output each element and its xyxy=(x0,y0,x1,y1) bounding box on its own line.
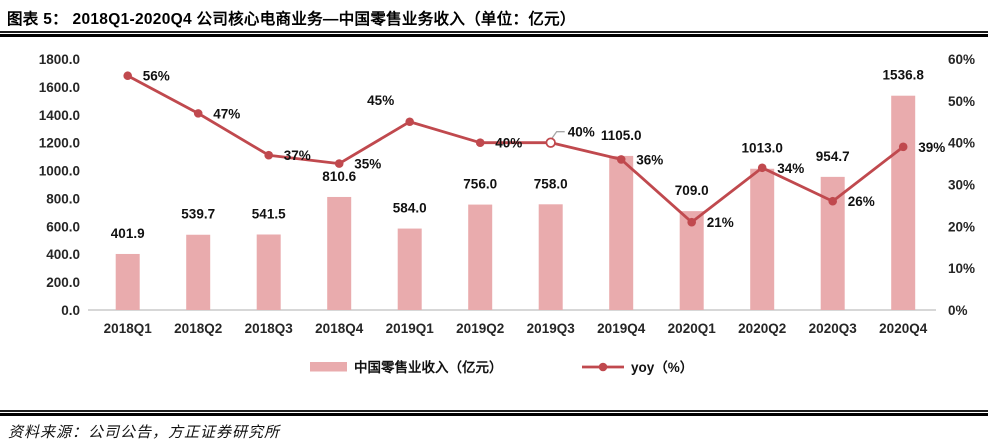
yoy-value-label: 34% xyxy=(777,161,804,176)
yoy-point xyxy=(334,159,344,168)
yoy-line xyxy=(127,74,905,224)
right-tick-label: 60% xyxy=(948,52,975,67)
yoy-value-label: 47% xyxy=(213,106,240,121)
bar-value-label: 954.7 xyxy=(816,149,850,164)
yoy-point xyxy=(828,196,837,206)
left-axis-ticks: 0.0 200.0 400.0 600.0 800.0 1000.0 1200.0 1400.… xyxy=(39,52,80,318)
legend: 中国零售业收入（亿元） yoy（%） xyxy=(310,359,693,375)
left-tick-label: 1000.0 xyxy=(39,164,80,179)
left-tick-label: 400.0 xyxy=(46,247,80,262)
left-tick-label: 600.0 xyxy=(46,219,80,234)
bar xyxy=(186,234,211,310)
x-category-label: 2018Q2 xyxy=(174,321,222,336)
right-tick-label: 40% xyxy=(948,136,975,151)
bar-value-label: 539.7 xyxy=(181,207,215,222)
yoy-labels-group: 56% 47% 37% 35% 45% 40% 40% 36% 21% 34% 26% 39% xyxy=(143,69,946,230)
yoy-value-label: 21% xyxy=(707,215,734,230)
x-category-label: 2019Q2 xyxy=(456,321,504,336)
yoy-point-open xyxy=(545,137,556,148)
legend-bar-swatch xyxy=(310,362,347,372)
yoy-point xyxy=(475,138,485,147)
x-category-label: 2019Q3 xyxy=(527,321,576,336)
yoy-value-label: 40% xyxy=(495,136,522,151)
yoy-value-label: 36% xyxy=(636,152,663,167)
bar-value-label: 541.5 xyxy=(252,206,286,221)
yoy-point xyxy=(123,71,132,81)
bar-value-label: 758.0 xyxy=(534,176,568,191)
bar xyxy=(750,168,775,310)
right-tick-label: 0% xyxy=(948,303,968,318)
right-tick-label: 20% xyxy=(948,219,975,234)
bar xyxy=(538,204,563,310)
bar xyxy=(397,228,422,310)
left-tick-label: 800.0 xyxy=(46,191,80,206)
x-category-label: 2018Q1 xyxy=(104,321,153,336)
yoy-point xyxy=(616,155,626,164)
yoy-value-label: 39% xyxy=(918,140,945,155)
bars-group xyxy=(115,95,916,310)
yoy-point xyxy=(687,217,696,227)
yoy-value-label: 37% xyxy=(284,148,311,163)
yoy-value-label: 40% xyxy=(568,125,595,140)
x-category-label: 2020Q3 xyxy=(809,321,858,336)
revenue-yoy-combo-chart: 0.0 200.0 400.0 600.0 800.0 1000.0 1200.0 1400.… xyxy=(39,52,975,375)
figure-title: 图表 5： 2018Q1-2020Q4 公司核心电商业务—中国零售业务收入（单位… xyxy=(7,11,576,28)
right-axis-ticks: 0% 10% 20% 30% 40% 50% 60% xyxy=(948,52,975,318)
bar-value-label: 810.6 xyxy=(322,169,356,184)
yoy-point xyxy=(757,163,767,173)
x-category-label: 2019Q4 xyxy=(597,321,646,336)
bar xyxy=(468,204,493,310)
bar-value-label: 709.0 xyxy=(675,183,709,198)
bar xyxy=(679,211,704,310)
bar xyxy=(115,253,140,310)
bar xyxy=(327,196,352,310)
bar-value-label: 1013.0 xyxy=(742,141,783,156)
right-tick-label: 50% xyxy=(948,94,975,109)
x-category-label: 2018Q3 xyxy=(245,321,294,336)
yoy-point xyxy=(193,109,203,118)
callout-leader-line xyxy=(551,131,565,140)
bar xyxy=(609,155,634,310)
x-category-label: 2020Q1 xyxy=(668,321,717,336)
right-tick-label: 10% xyxy=(948,261,975,276)
left-tick-label: 200.0 xyxy=(46,275,80,290)
bar xyxy=(891,95,916,310)
left-tick-label: 1600.0 xyxy=(39,80,80,95)
bar-value-label: 1536.8 xyxy=(883,68,925,83)
left-tick-label: 1200.0 xyxy=(39,136,80,151)
bar-value-label: 584.0 xyxy=(393,201,427,216)
yoy-point xyxy=(405,117,415,127)
yoy-point xyxy=(264,150,274,160)
yoy-markers-group xyxy=(123,71,908,227)
x-category-label: 2020Q2 xyxy=(738,321,786,336)
legend-line-marker xyxy=(598,362,608,372)
title-divider xyxy=(0,31,988,37)
left-tick-label: 0.0 xyxy=(61,303,80,318)
bar xyxy=(256,234,281,310)
x-axis-labels: 2018Q1 2018Q2 2018Q3 2018Q4 2019Q1 2019Q2 2019… xyxy=(104,321,928,336)
x-category-label: 2018Q4 xyxy=(315,321,364,336)
legend-bar-label: 中国零售业收入（亿元） xyxy=(354,359,503,375)
x-category-label: 2020Q4 xyxy=(879,321,928,336)
footer-divider xyxy=(0,410,988,416)
x-category-label: 2019Q1 xyxy=(386,321,435,336)
yoy-point xyxy=(898,142,908,152)
left-tick-label: 1400.0 xyxy=(39,108,80,123)
yoy-value-label: 56% xyxy=(143,69,170,84)
source-note: 资料来源：公司公告，方正证券研究所 xyxy=(8,425,281,441)
bar-value-label: 1105.0 xyxy=(601,128,642,143)
bar-value-label: 401.9 xyxy=(111,226,145,241)
left-tick-label: 1800.0 xyxy=(39,52,80,67)
yoy-value-label: 35% xyxy=(354,157,381,172)
yoy-value-label: 45% xyxy=(367,93,394,108)
yoy-value-label: 26% xyxy=(848,194,875,209)
bar-labels-group: 401.9 539.7 541.5 810.6 584.0 756.0 758.0 1105.… xyxy=(111,68,925,241)
legend-line-label: yoy（%） xyxy=(631,360,693,375)
right-tick-label: 30% xyxy=(948,178,975,193)
bar-value-label: 756.0 xyxy=(463,177,497,192)
yoy-line-group xyxy=(127,74,905,224)
